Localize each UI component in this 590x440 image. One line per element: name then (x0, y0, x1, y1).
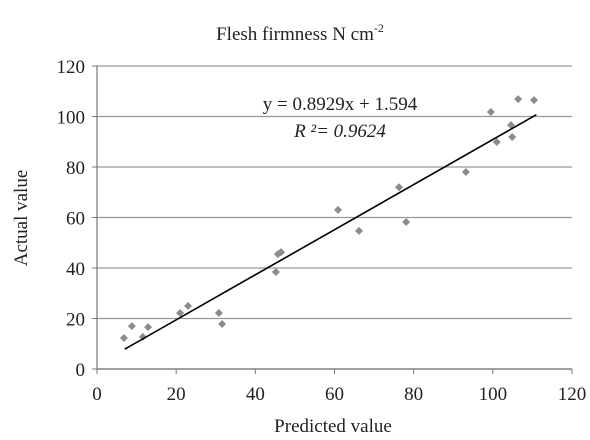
y-tick-label: 100 (57, 108, 86, 129)
x-tick-label: 20 (167, 384, 186, 405)
point (530, 96, 538, 105)
title-main: Flesh firmness N cm (216, 24, 374, 45)
chart-title: Flesh firmness N cm-2 (216, 21, 384, 45)
x-tick-label: 80 (404, 384, 423, 405)
point (402, 218, 411, 227)
y-tick-label: 0 (76, 360, 86, 381)
x-tick-label: 60 (325, 384, 344, 405)
trendline (124, 114, 537, 350)
point (119, 333, 128, 342)
point (127, 322, 136, 331)
point (395, 183, 404, 192)
x-tick-label: 0 (92, 384, 102, 405)
point (486, 107, 495, 116)
point (214, 308, 223, 317)
y-tick-label: 120 (57, 57, 86, 78)
y-axis-label: Actual value (11, 170, 32, 267)
y-tick-label: 40 (66, 259, 85, 280)
y-tick-label: 20 (66, 310, 85, 331)
point (271, 268, 280, 277)
point (184, 301, 193, 310)
point (461, 168, 470, 177)
r-squared: R ²= 0.9624 (293, 121, 386, 142)
point (144, 323, 153, 332)
point (355, 226, 364, 235)
point (277, 248, 286, 257)
point (514, 95, 523, 104)
point (492, 138, 501, 147)
x-axis-label: Predicted value (274, 416, 392, 437)
title-superscript: -2 (374, 21, 384, 35)
x-tick-label: 40 (246, 384, 265, 405)
x-tick-label: 100 (479, 384, 508, 405)
point (218, 320, 227, 329)
y-tick-label: 60 (66, 209, 85, 230)
point (507, 121, 516, 130)
point (138, 332, 147, 341)
point (176, 308, 185, 317)
y-tick-label: 80 (66, 158, 85, 179)
x-tick-label: 120 (558, 384, 587, 405)
equation: y = 0.8929x + 1.594 (263, 94, 418, 115)
point (334, 205, 343, 214)
point (508, 132, 517, 141)
